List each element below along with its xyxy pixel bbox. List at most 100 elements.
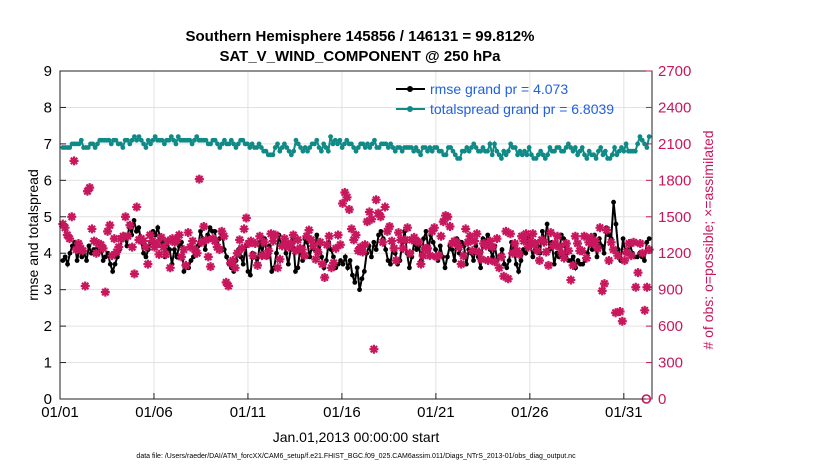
totalspread-point: [335, 141, 340, 147]
assimilated-point: [472, 229, 482, 239]
totalspread-point: [383, 141, 389, 147]
totalspread-point: [143, 145, 149, 150]
rmse-point: [442, 265, 448, 271]
assimilated-point: [608, 245, 618, 255]
totalspread-point: [524, 152, 530, 158]
assimilated-point: [445, 221, 455, 231]
rmse-point: [100, 258, 106, 263]
totalspread-point: [372, 137, 377, 143]
rmse-point: [153, 232, 158, 238]
assimilated-point: [80, 281, 90, 291]
assimilated-point: [338, 198, 348, 208]
rmse-point: [274, 250, 279, 256]
totalspread-point: [145, 137, 151, 143]
totalspread-point: [388, 141, 394, 147]
assimilated-point: [463, 237, 473, 247]
totalspread-point: [385, 145, 391, 150]
totalspread-point: [134, 137, 140, 143]
assimilated-point: [364, 207, 374, 217]
totalspread-point: [78, 137, 84, 143]
totalspread-point: [390, 145, 396, 150]
rmse-point: [207, 225, 213, 231]
assimilated-point: [405, 248, 415, 258]
totalspread-point: [288, 152, 294, 158]
rmse-point: [179, 239, 184, 245]
assimilated-point: [503, 274, 513, 284]
totalspread-point: [614, 152, 620, 158]
totalspread-point: [118, 141, 123, 147]
totalspread-point: [127, 141, 133, 147]
assimilated-point: [376, 212, 386, 222]
assimilated-point: [248, 251, 258, 261]
assimilated-point: [179, 245, 189, 255]
rmse-point: [620, 236, 626, 242]
totalspread-point: [542, 156, 548, 161]
rmse-point: [361, 269, 367, 274]
totalspread-point: [556, 145, 562, 150]
totalspread-point: [480, 145, 486, 150]
assimilated-point: [306, 235, 316, 245]
totalspread-point: [464, 145, 470, 150]
assimilated-point: [398, 243, 408, 253]
assimilated-point: [286, 239, 296, 249]
rmse-point: [518, 258, 524, 263]
assimilated-point: [253, 260, 263, 270]
assimilated-point: [67, 212, 77, 222]
rmse-point: [60, 258, 66, 263]
assimilated-point: [78, 246, 88, 256]
assimilated-point: [230, 263, 240, 273]
totalspread-point: [337, 137, 343, 143]
rmse-point: [485, 232, 491, 238]
assimilated-point: [611, 308, 621, 318]
assimilated-point: [631, 282, 641, 292]
assimilated-point: [532, 246, 542, 256]
totalspread-point: [429, 148, 435, 154]
assimilated-point: [517, 231, 527, 241]
totalspread-point: [330, 141, 336, 147]
totalspread-point: [175, 134, 181, 140]
assimilated-point: [633, 268, 643, 278]
assimilated-point: [174, 230, 184, 240]
assimilated-point: [452, 237, 462, 247]
assimilated-point: [599, 279, 609, 289]
assimilated-point: [604, 256, 614, 266]
rmse-point: [354, 265, 360, 271]
assimilated-point: [635, 239, 645, 249]
rmse-point: [331, 254, 336, 260]
assimilated-point: [246, 236, 256, 246]
totalspread-point: [314, 137, 320, 143]
rmse-point: [174, 254, 180, 260]
assimilated-point: [358, 247, 368, 257]
assimilated-point: [322, 240, 332, 250]
rmse-point: [347, 258, 353, 263]
assimilated-point: [362, 217, 372, 227]
assimilated-point: [387, 236, 397, 246]
assimilated-point: [120, 212, 130, 222]
totalspread-point: [316, 145, 322, 150]
assimilated-point: [69, 156, 79, 166]
axis-ticks: 0 1 2 3 4 5 6 7 8 9 0 300 600 900 1200 1500 1800 2100 2400…: [41, 63, 691, 421]
assimilated-point: [85, 183, 95, 193]
plot-area: [58, 134, 654, 404]
totalspread-point: [166, 137, 172, 143]
rmse-point: [293, 269, 298, 274]
totalspread-point: [565, 141, 571, 147]
assimilated-point: [620, 256, 630, 266]
rmse-point: [373, 247, 379, 252]
totalspread-point: [263, 148, 269, 154]
assimilated-point: [147, 236, 157, 246]
assimilated-point: [235, 235, 245, 245]
assimilated-point: [268, 236, 278, 246]
assimilated-point: [496, 252, 506, 262]
assimilated-point: [470, 236, 480, 246]
rmse-point: [245, 269, 251, 274]
assimilated-point: [255, 231, 265, 241]
assimilated-point: [371, 195, 381, 205]
assimilated-point: [279, 234, 289, 244]
assimilated-point: [315, 237, 325, 247]
totalspread-point: [231, 141, 237, 147]
totalspread-point: [328, 134, 334, 140]
assimilated-point: [266, 229, 276, 239]
assimilated-point: [73, 239, 83, 249]
totalspread-point: [450, 148, 456, 154]
